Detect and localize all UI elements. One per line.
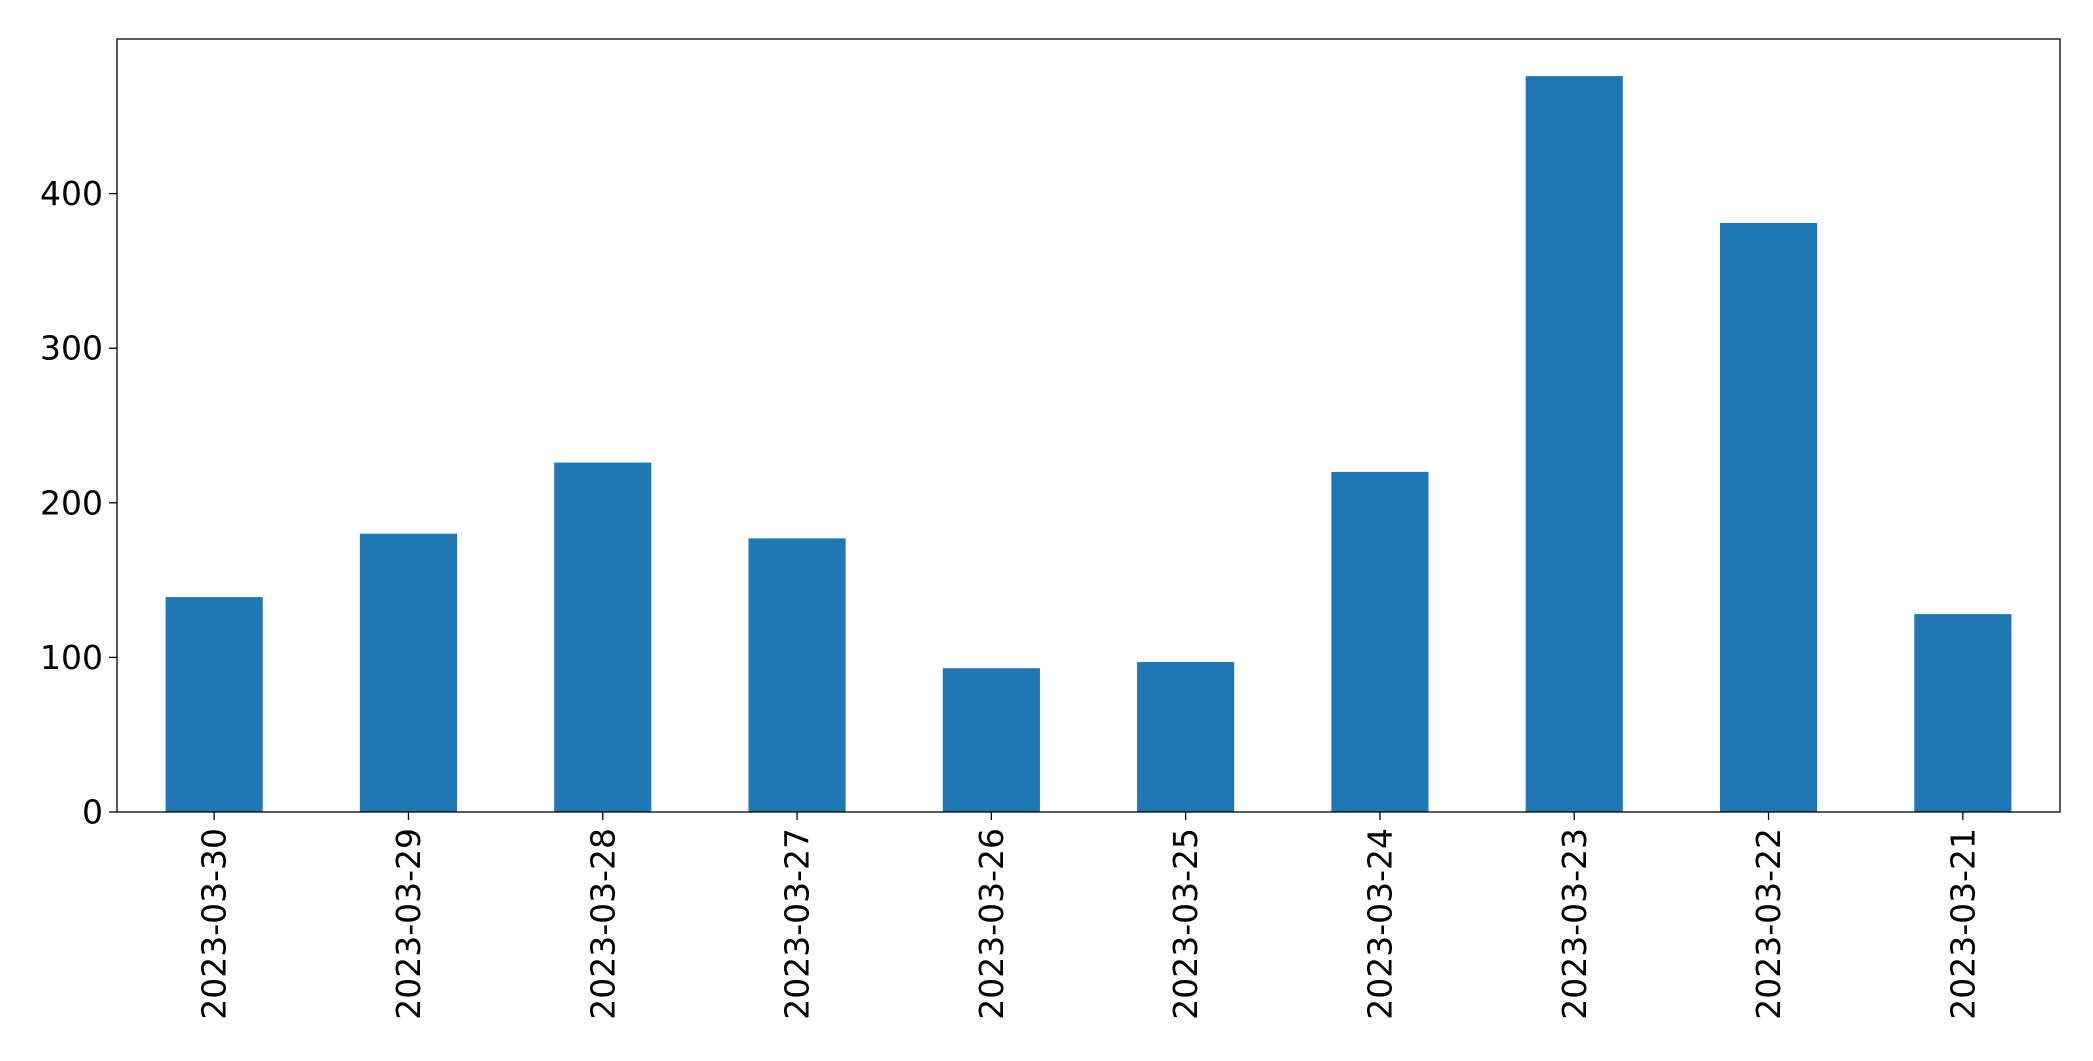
- x-tick-label: 2023-03-21: [1943, 828, 1982, 1020]
- y-axis: 0 100 200 300 400: [40, 174, 117, 832]
- y-tick-label: 200: [40, 483, 103, 522]
- bar-2023-03-25: [1137, 662, 1235, 812]
- x-tick-label: 2023-03-25: [1166, 828, 1205, 1020]
- x-tick-label: 2023-03-29: [389, 828, 428, 1020]
- x-tick-label: 2023-03-27: [778, 828, 817, 1020]
- x-tick-label: 2023-03-26: [972, 828, 1011, 1020]
- bar-2023-03-23: [1525, 76, 1623, 812]
- y-tick-label: 100: [40, 638, 103, 677]
- bar-2023-03-28: [554, 462, 652, 812]
- bar-2023-03-24: [1331, 471, 1429, 812]
- bar-2023-03-29: [359, 533, 458, 812]
- bar-2023-03-21: [1914, 614, 2012, 812]
- x-tick-label: 2023-03-22: [1749, 828, 1788, 1020]
- bars-group: [165, 76, 2012, 812]
- bar-2023-03-27: [748, 538, 846, 812]
- bar-2023-03-22: [1719, 222, 1818, 812]
- y-tick-label: 400: [40, 174, 103, 213]
- y-tick-label: 300: [40, 329, 103, 368]
- x-tick-label: 2023-03-28: [583, 828, 622, 1020]
- x-tick-label: 2023-03-30: [195, 828, 234, 1020]
- x-axis: 2023-03-30 2023-03-29 2023-03-28 2023-03-27…: [195, 812, 1982, 1020]
- x-tick-label: 2023-03-23: [1555, 828, 1594, 1020]
- bar-2023-03-30: [165, 597, 263, 812]
- y-tick-label: 0: [82, 793, 103, 832]
- plot-frame: [116, 38, 2061, 813]
- bar-2023-03-26: [942, 668, 1040, 812]
- x-tick-label: 2023-03-24: [1360, 828, 1399, 1020]
